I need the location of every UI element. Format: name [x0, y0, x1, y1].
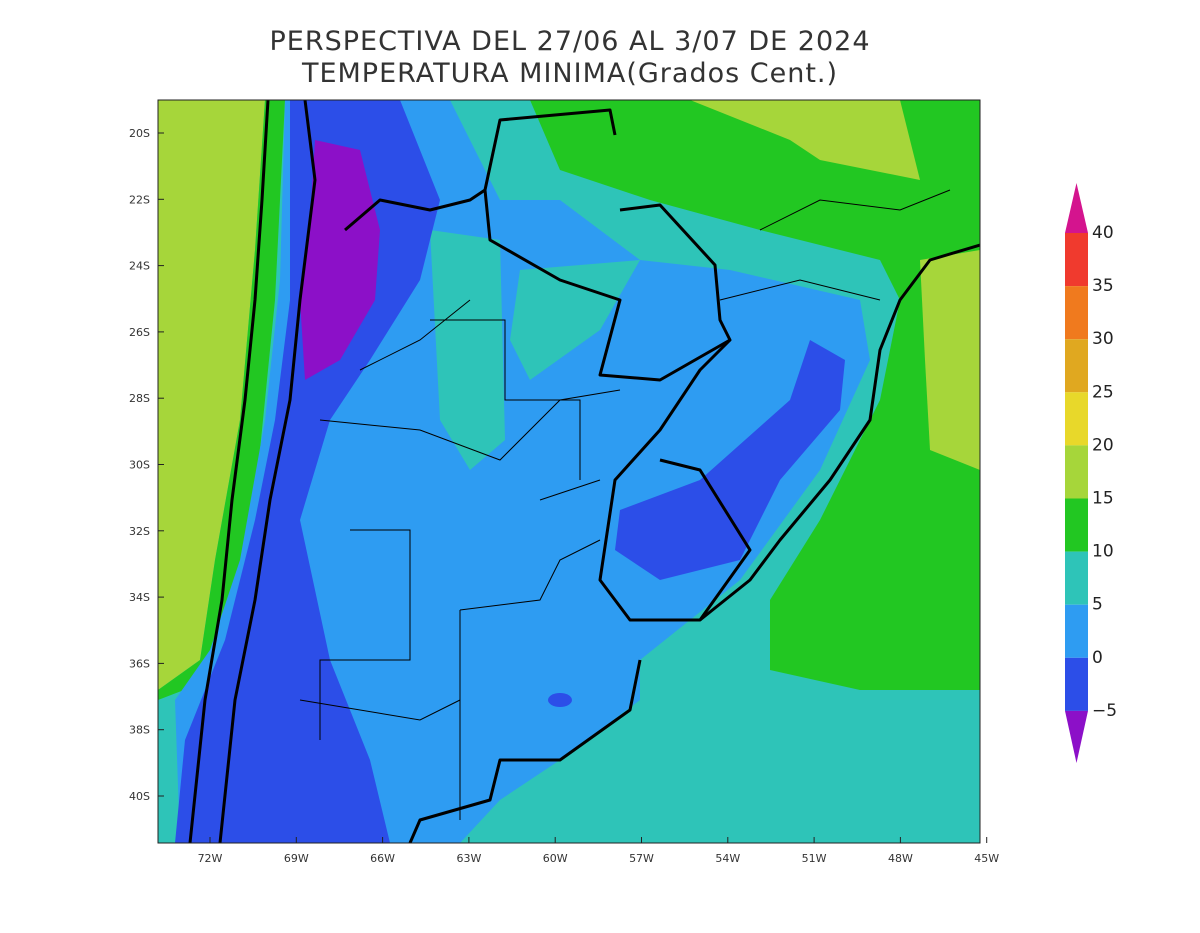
lon-label: 51W	[802, 852, 827, 865]
colorbar-bin	[1065, 233, 1088, 287]
lat-label: 22S	[129, 193, 150, 206]
colorbar-label: 35	[1092, 276, 1114, 296]
colorbar: 40 35 30 25 20 15 10 5 0 −5	[1065, 183, 1117, 763]
colorbar-label: 10	[1092, 542, 1114, 562]
colorbar-bin	[1065, 498, 1088, 552]
lat-label: 40S	[129, 790, 150, 803]
lon-label: 60W	[543, 852, 568, 865]
lat-label: 34S	[129, 591, 150, 604]
colorbar-bin	[1065, 604, 1088, 658]
lat-label: 32S	[129, 525, 150, 538]
lat-label: 38S	[129, 724, 150, 737]
lon-label: 72W	[198, 852, 223, 865]
map-frame	[157, 99, 981, 844]
colorbar-top	[1065, 183, 1088, 233]
colorbar-label: −5	[1092, 701, 1117, 721]
map-subtitle: TEMPERATURA MINIMA(Grados Cent.)	[301, 58, 838, 89]
lat-label: 24S	[129, 260, 150, 273]
colorbar-label: 40	[1092, 223, 1114, 243]
colorbar-label: 0	[1092, 648, 1103, 668]
colorbar-label: 25	[1092, 382, 1114, 402]
lon-label: 45W	[974, 852, 999, 865]
colorbar-bin	[1065, 445, 1088, 499]
lon-label: 57W	[629, 852, 654, 865]
lon-label: 54W	[715, 852, 740, 865]
lon-label: 69W	[284, 852, 309, 865]
lat-label: 20S	[129, 127, 150, 140]
colorbar-bin	[1065, 392, 1088, 446]
lat-label: 26S	[129, 326, 150, 339]
map-field	[158, 100, 980, 843]
lon-label: 66W	[370, 852, 395, 865]
map-title: PERSPECTIVA DEL 27/06 AL 3/07 DE 2024	[269, 26, 870, 57]
colorbar-bin	[1065, 339, 1088, 393]
lat-label: 36S	[129, 657, 150, 670]
lat-label: 30S	[129, 459, 150, 472]
colorbar-label: 5	[1092, 595, 1103, 615]
colorbar-bottom	[1065, 710, 1088, 763]
colorbar-label: 20	[1092, 435, 1114, 455]
lon-labels: 72W 69W 66W 63W 60W 57W 54W 51W 48W 45W	[198, 837, 999, 865]
colorbar-label: 30	[1092, 329, 1114, 349]
colorbar-bin	[1065, 286, 1088, 340]
colorbar-label: 15	[1092, 489, 1114, 509]
colorbar-bin	[1065, 551, 1088, 605]
lat-label: 28S	[129, 392, 150, 405]
lon-label: 63W	[456, 852, 481, 865]
colorbar-bin	[1065, 657, 1088, 711]
lat-labels: 20S 22S 24S 26S 28S 30S 32S 34S 36S 38S 40S	[129, 127, 164, 803]
lon-label: 48W	[888, 852, 913, 865]
